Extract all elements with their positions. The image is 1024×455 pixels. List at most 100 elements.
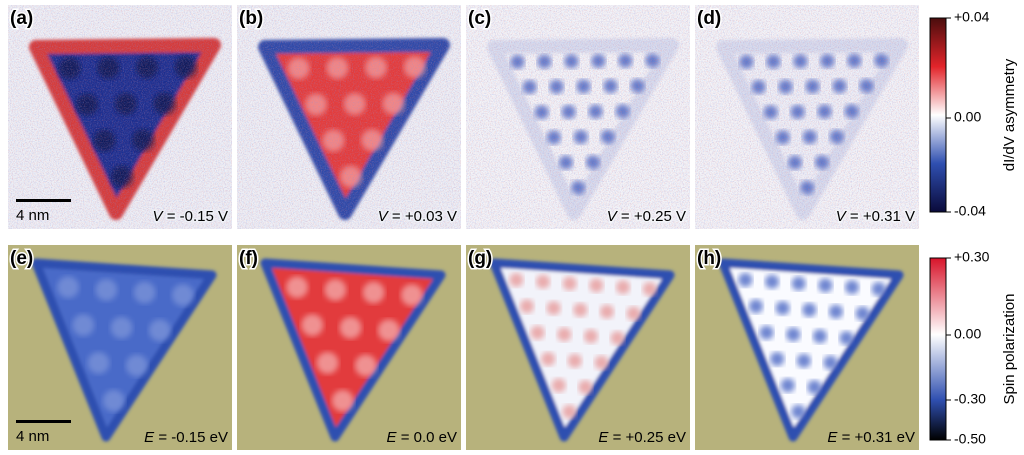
pattern-dot (872, 282, 886, 296)
pattern-dot (589, 278, 603, 292)
pattern-dot (807, 380, 821, 394)
pattern-dot (616, 280, 630, 294)
caption: E = 0.0 eV (387, 429, 457, 446)
colorbar-tick-label: 0.00 (954, 326, 981, 342)
pattern-dot (802, 303, 816, 317)
pattern-dot (578, 380, 592, 394)
pattern-dot (172, 284, 194, 306)
caption-value: = +0.31 eV (837, 429, 915, 446)
caption-value: = -0.15 eV (154, 429, 228, 446)
caption: V = -0.15 V (153, 208, 228, 225)
colorbar-tick-label: 0.00 (954, 109, 981, 125)
panel: (e)4 nmE = -0.15 eV (8, 245, 232, 450)
panel-label: (h) (697, 248, 721, 269)
pattern-dot (600, 305, 614, 319)
pattern-dot (856, 307, 870, 321)
pattern-dot (776, 301, 790, 315)
pattern-dot (562, 405, 576, 419)
pattern-dot (536, 275, 550, 289)
pattern-dot (824, 356, 838, 370)
scale-bar (16, 199, 71, 202)
colorbar (930, 258, 946, 440)
pattern-dot (643, 282, 657, 296)
colorbar-title: dI/dV asymmetry (1001, 58, 1018, 171)
caption-value: = +0.25 V (617, 208, 686, 225)
pattern-dot (791, 405, 805, 419)
pattern-dot (568, 354, 582, 368)
pattern-dot (627, 307, 641, 321)
pattern-dot (584, 329, 598, 343)
pattern-dot (563, 277, 577, 291)
panel-label: (g) (468, 248, 492, 269)
pattern-dot (595, 356, 609, 370)
panel: (a) 4 nm V = -0.15 V (8, 5, 232, 229)
colorbar-tick-label: -0.04 (954, 203, 986, 219)
pattern-dot (149, 319, 171, 341)
panel-label: (f) (239, 248, 258, 269)
scale-bar-label: 4 nm (16, 207, 49, 224)
colorbar-tick-label: +0.30 (954, 249, 990, 265)
caption: V = +0.31 V (836, 208, 915, 225)
pattern-dot (72, 314, 94, 336)
pattern-dot (829, 305, 843, 319)
panel-label: (c) (468, 8, 491, 29)
pattern-dot (557, 327, 571, 341)
pattern-dot (88, 352, 110, 374)
colorbar-tick-label: -0.50 (954, 431, 986, 447)
pattern-dot (95, 279, 117, 301)
pattern-dot (126, 355, 148, 377)
pattern-dot (301, 314, 323, 336)
pattern-dot (378, 319, 400, 341)
scale-bar (16, 420, 71, 423)
panel: (b) V = +0.03 V (237, 5, 461, 229)
panel-label: (b) (239, 8, 263, 29)
figure: (a) 4 nm V = -0.15 V (b) V = +0.03 V (c) V = +… (0, 0, 1024, 455)
panel-label: (d) (697, 8, 721, 29)
caption: E = +0.31 eV (827, 429, 915, 446)
pattern-dot (797, 354, 811, 368)
pattern-dot (845, 280, 859, 294)
colorbar-title: Spin polarization (1001, 294, 1018, 405)
pattern-dot (781, 378, 795, 392)
pattern-dot (324, 279, 346, 301)
panel: (d) V = +0.31 V (695, 5, 919, 229)
pattern-dot (531, 326, 545, 340)
pattern-dot (355, 355, 377, 377)
pattern-dot (749, 299, 763, 313)
panel: (h) E = +0.31 eV (695, 245, 919, 450)
panel-label: (e) (10, 248, 33, 269)
panel-label: (a) (10, 8, 33, 29)
caption: E = -0.15 eV (144, 429, 228, 446)
pattern-dot (547, 301, 561, 315)
noise (8, 5, 232, 229)
pattern-dot (765, 275, 779, 289)
noise (466, 5, 690, 229)
caption: E = +0.25 eV (598, 429, 686, 446)
caption-value: = +0.03 V (388, 208, 457, 225)
caption: V = +0.25 V (607, 208, 686, 225)
pattern-dot (818, 278, 832, 292)
pattern-dot (57, 276, 79, 298)
pattern-dot (760, 326, 774, 340)
noise (695, 5, 919, 229)
pattern-dot (541, 352, 555, 366)
caption: V = +0.03 V (378, 208, 457, 225)
caption-value: = +0.25 eV (608, 429, 686, 446)
panel: (g) E = +0.25 eV (466, 245, 690, 450)
pattern-dot (573, 303, 587, 317)
colorbar-tick-label: -0.30 (954, 391, 986, 407)
caption-value: = -0.15 V (163, 208, 228, 225)
pattern-dot (509, 273, 523, 287)
pattern-dot (520, 299, 534, 313)
panel: (c) V = +0.25 V (466, 5, 690, 229)
pattern-dot (611, 331, 625, 345)
pattern-dot (317, 352, 339, 374)
caption-value: = +0.31 V (846, 208, 915, 225)
pattern-dot (792, 277, 806, 291)
pattern-dot (401, 284, 423, 306)
colorbar-tick-label: +0.04 (954, 9, 990, 25)
pattern-dot (552, 378, 566, 392)
pattern-dot (363, 281, 385, 303)
pattern-dot (770, 352, 784, 366)
pattern-dot (134, 281, 156, 303)
